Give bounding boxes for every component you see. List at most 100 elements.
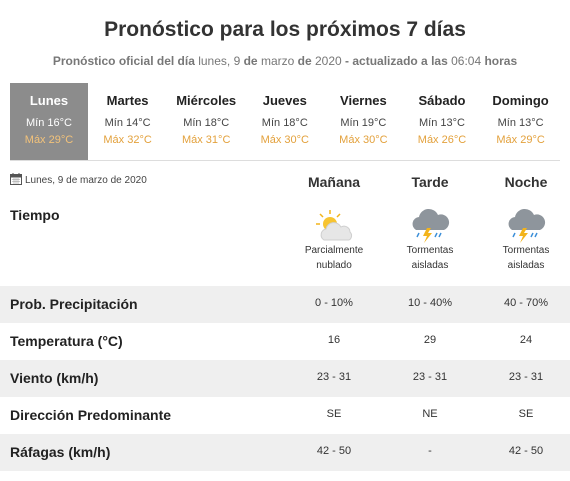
day-min: Mín 14°C xyxy=(104,117,151,129)
day-max: Máx 30°C xyxy=(339,134,388,146)
day-name: Domingo xyxy=(492,93,549,108)
partly-cloudy-icon xyxy=(316,210,353,241)
icon-shape xyxy=(416,232,420,238)
subtitle-part: horas xyxy=(484,54,518,68)
icon-shape xyxy=(316,210,341,225)
column-header: Noche xyxy=(504,174,548,190)
storm-icon xyxy=(412,208,450,243)
subtitle-part: de xyxy=(243,54,258,68)
weather-desc-line: Parcialmente xyxy=(304,245,364,256)
day-name: Sábado xyxy=(418,93,466,108)
subtitle-part: marzo xyxy=(260,54,295,68)
cell: 42 - 50 xyxy=(508,445,544,457)
subtitle-part: - actualizado a las xyxy=(345,54,448,68)
day-tab[interactable]: Domingo Mín 13°C Máx 29°C xyxy=(482,83,560,160)
day-max: Máx 29°C xyxy=(496,134,545,146)
cell: 16 xyxy=(327,334,341,346)
cell: 23 - 31 xyxy=(412,371,448,383)
subtitle-part: lunes, 9 xyxy=(198,54,241,68)
day-name: Viernes xyxy=(340,93,387,108)
weather-desc-line: Tormentas xyxy=(502,245,550,256)
weather-desc-line: Tormentas xyxy=(406,245,454,256)
day-min: Mín 13°C xyxy=(497,117,544,129)
column-header: Tarde xyxy=(411,174,449,190)
icon-shape xyxy=(336,213,341,218)
row-label: Dirección Predominante xyxy=(10,407,172,423)
row-label: Ráfagas (km/h) xyxy=(10,444,111,460)
title: Pronóstico para los próximos 7 días xyxy=(104,18,466,41)
weather-desc-line: nublado xyxy=(316,260,352,271)
subtitle-part: Pronóstico oficial del día xyxy=(52,54,195,68)
cell: 0 - 10% xyxy=(315,297,353,309)
icon-shape xyxy=(508,208,546,230)
column-header: Mañana xyxy=(307,174,361,190)
icon-shape xyxy=(416,232,442,238)
cell: 24 xyxy=(519,334,533,346)
icon-shape xyxy=(534,232,538,238)
day-min: Mín 18°C xyxy=(183,117,230,129)
day-max: Máx 29°C xyxy=(24,134,74,146)
icon-shape xyxy=(512,232,516,238)
row-label: Temperatura (°C) xyxy=(10,333,123,349)
weather-desc-line: aisladas xyxy=(507,260,545,271)
icon-shape xyxy=(434,232,438,238)
icon-shape xyxy=(320,222,353,241)
day-max: Máx 26°C xyxy=(417,134,467,146)
day-tab[interactable]: Jueves Mín 18°C Máx 30°C xyxy=(246,83,324,160)
cell: 23 - 31 xyxy=(316,371,352,383)
cell: 42 - 50 xyxy=(316,445,352,457)
divider xyxy=(10,160,560,161)
day-tab[interactable]: Lunes Mín 16°C Máx 29°C xyxy=(10,83,88,160)
cell: SE xyxy=(326,408,342,420)
icon-shape xyxy=(512,232,538,238)
subtitle: Pronóstico oficial del día lunes, 9 de m… xyxy=(0,54,570,68)
cell: 23 - 31 xyxy=(508,371,544,383)
day-max: Máx 32°C xyxy=(103,134,152,146)
day-min: Mín 13°C xyxy=(419,117,465,129)
cell: SE xyxy=(518,408,534,420)
subtitle-part: de xyxy=(297,54,312,68)
weather-desc: Tormentas aisladas xyxy=(382,243,478,273)
table-row xyxy=(0,360,570,397)
day-name: Lunes xyxy=(29,93,69,108)
date: Lunes, 9 de marzo de 2020 xyxy=(25,175,147,186)
row-label: Tiempo xyxy=(10,207,60,223)
table-row xyxy=(0,434,570,471)
subtitle-part: 06:04 xyxy=(451,54,482,68)
icon-shape xyxy=(423,228,432,243)
icon-shape xyxy=(519,228,528,243)
day-name: Martes xyxy=(106,93,149,108)
calendar-icon xyxy=(10,173,22,185)
weather-desc: Tormentas aisladas xyxy=(478,243,570,273)
row-label: Prob. Precipitación xyxy=(10,296,138,312)
cell: 10 - 40% xyxy=(407,297,453,309)
day-tab[interactable]: Miércoles Mín 18°C Máx 31°C xyxy=(167,83,245,160)
icon-shape xyxy=(438,232,442,238)
day-max: Máx 31°C xyxy=(181,134,231,146)
day-min: Mín 19°C xyxy=(340,117,387,129)
row-label: Viento (km/h) xyxy=(10,370,99,386)
weather-desc: Parcialmente nublado xyxy=(286,243,382,273)
cell: NE xyxy=(422,408,438,420)
icon-shape xyxy=(319,213,324,218)
day-name: Miércoles xyxy=(176,93,237,108)
subtitle-part: 2020 xyxy=(315,54,342,68)
day-max: Máx 30°C xyxy=(260,134,309,146)
weather-desc-line: aisladas xyxy=(411,260,449,271)
cell: - xyxy=(428,445,432,457)
day-min: Mín 16°C xyxy=(26,117,72,129)
cell: 40 - 70% xyxy=(503,297,549,309)
storm-icon xyxy=(508,208,546,243)
day-tab[interactable]: Martes Mín 14°C Máx 32°C xyxy=(89,83,167,160)
icon-shape xyxy=(12,178,20,184)
icon-shape xyxy=(530,232,534,238)
day-tab[interactable]: Viernes Mín 19°C Máx 30°C xyxy=(324,83,402,160)
table-row xyxy=(0,286,570,323)
day-name: Jueves xyxy=(262,93,307,108)
day-min: Mín 18°C xyxy=(261,117,308,129)
cell: 29 xyxy=(423,334,437,346)
icon-shape xyxy=(412,208,450,230)
day-tab[interactable]: Sábado Mín 13°C Máx 26°C xyxy=(403,83,481,160)
icon-shape xyxy=(10,174,22,178)
